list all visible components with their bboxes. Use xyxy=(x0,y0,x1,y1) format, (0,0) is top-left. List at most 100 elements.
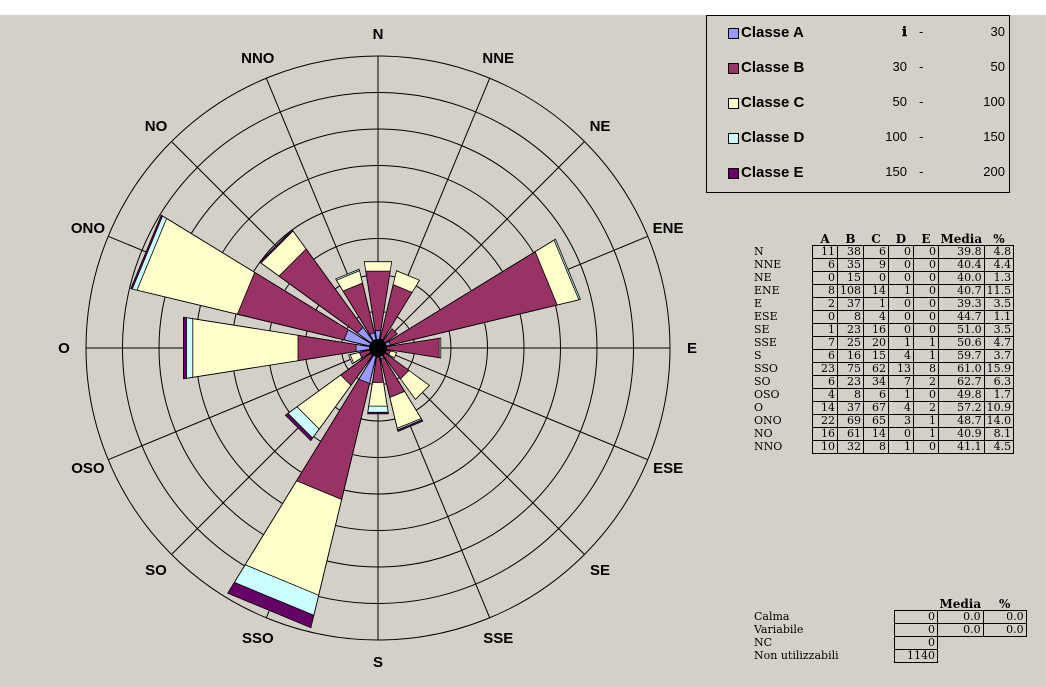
cell-e: 0 xyxy=(913,440,939,454)
cell-pct: 1.1 xyxy=(983,310,1015,324)
direction-label-ne: NE xyxy=(590,118,611,135)
cell-media: 40.7 xyxy=(938,284,985,298)
summary-value: 0 xyxy=(894,610,938,624)
cell-a: 0 xyxy=(812,310,838,324)
cell-d: 7 xyxy=(888,375,914,389)
table-row: Calma 0 0.0 0.0 xyxy=(752,610,1027,624)
legend-max: 30 xyxy=(990,24,1005,39)
cell-a: 16 xyxy=(812,427,838,441)
cell-e: 1 xyxy=(913,414,939,428)
cell-e: 2 xyxy=(913,375,939,389)
row-direction: NNO xyxy=(754,440,783,453)
cell-d: 1 xyxy=(888,336,914,350)
row-direction: E xyxy=(754,297,763,310)
cell-a: 8 xyxy=(812,284,838,298)
direction-table-header: A B C D E Media% xyxy=(752,233,1014,246)
cell-a: 14 xyxy=(812,401,838,415)
legend-entry: Classe A ℹ - 30 xyxy=(707,22,1009,46)
summary-media: 0.0 xyxy=(937,623,984,637)
petal-ono-class-a xyxy=(343,329,379,349)
table-row: O 14 37 67 4 2 57.2 10.9 xyxy=(752,401,1015,415)
petal-se-class-b xyxy=(377,347,410,380)
cell-b: 23 xyxy=(837,323,864,337)
cell-a: 7 xyxy=(812,336,838,350)
row-direction: OSO xyxy=(754,388,780,401)
summary-pct xyxy=(983,650,1026,663)
legend-swatch xyxy=(728,98,739,109)
table-row: NO 16 61 14 0 1 40.9 8.1 xyxy=(752,427,1015,441)
direction-label-se: SE xyxy=(590,562,610,579)
cell-pct: 3.7 xyxy=(983,349,1015,363)
petal-so-class-b xyxy=(340,347,379,386)
legend-label: Classe C xyxy=(741,94,805,111)
cell-b: 32 xyxy=(837,440,864,454)
rose-center xyxy=(369,339,387,357)
cell-b: 75 xyxy=(837,362,864,376)
cell-e: 0 xyxy=(913,310,939,324)
table-row: SE 1 23 16 0 0 51.0 3.5 xyxy=(752,323,1015,337)
column-header: D xyxy=(895,232,907,246)
cell-a: 11 xyxy=(812,245,838,259)
cell-e: 1 xyxy=(913,336,939,350)
cell-c: 65 xyxy=(863,414,889,428)
summary-label: NC xyxy=(754,636,773,649)
cell-d: 4 xyxy=(888,349,914,363)
row-direction: SO xyxy=(754,375,771,388)
cell-c: 34 xyxy=(863,375,889,389)
cell-d: 13 xyxy=(888,362,914,376)
info-icon: ℹ xyxy=(902,24,907,39)
cell-e: 0 xyxy=(913,297,939,311)
legend-dash: - xyxy=(919,59,924,74)
cell-media: 59.7 xyxy=(938,349,985,363)
direction-label-sso: SSO xyxy=(242,630,274,647)
row-direction: SE xyxy=(754,323,770,336)
cell-b: 37 xyxy=(837,401,864,415)
petal-sso-class-a xyxy=(358,347,379,385)
cell-c: 62 xyxy=(863,362,889,376)
summary-pct: 0.0 xyxy=(982,623,1027,637)
cell-c: 15 xyxy=(863,349,889,363)
cell-d: 0 xyxy=(888,310,914,324)
column-header: E xyxy=(921,232,931,246)
table-row: E 2 37 1 0 0 39.3 3.5 xyxy=(752,297,1015,311)
cell-b: 69 xyxy=(837,414,864,428)
summary-label: Non utilizzabili xyxy=(754,649,839,662)
petal-e-class-b xyxy=(377,337,440,359)
cell-pct: 6.3 xyxy=(983,375,1015,389)
header-blank xyxy=(752,598,895,611)
cell-d: 4 xyxy=(888,401,914,415)
row-direction: ENE xyxy=(754,284,780,297)
cell-pct: 4.4 xyxy=(983,258,1015,272)
cell-b: 37 xyxy=(837,297,864,311)
cell-d: 0 xyxy=(888,258,914,272)
table-row: NE 0 15 0 0 0 40.0 1.3 xyxy=(752,271,1015,285)
row-direction: NO xyxy=(754,427,773,440)
cell-e: 1 xyxy=(913,427,939,441)
direction-label-ono: ONO xyxy=(71,220,106,237)
cell-pct: 4.8 xyxy=(983,245,1015,259)
legend-dash: - xyxy=(919,129,924,144)
cell-a: 2 xyxy=(812,297,838,311)
cell-media: 40.0 xyxy=(938,271,985,285)
direction-label-n: N xyxy=(373,26,384,43)
cell-e: 0 xyxy=(913,245,939,259)
row-direction: S xyxy=(754,349,762,362)
summary-value: 0 xyxy=(894,636,938,650)
cell-media: 51.0 xyxy=(938,323,985,337)
cell-pct: 10.9 xyxy=(983,401,1015,415)
legend-swatch xyxy=(728,28,739,39)
cell-b: 23 xyxy=(837,375,864,389)
direction-label-e: E xyxy=(687,340,697,357)
legend-min: 50 xyxy=(892,94,907,109)
column-header: % xyxy=(993,232,1005,246)
direction-label-nne: NNE xyxy=(482,50,514,67)
summary-label: Calma xyxy=(754,610,790,623)
legend-entry: Classe E 150- 200 xyxy=(707,162,1009,186)
table-row: Non utilizzabili 1140 xyxy=(752,649,1026,663)
cell-a: 6 xyxy=(812,349,838,363)
legend-entry: Classe C 50- 100 xyxy=(707,92,1009,116)
cell-e: 1 xyxy=(913,349,939,363)
legend-min: 30 xyxy=(892,59,907,74)
